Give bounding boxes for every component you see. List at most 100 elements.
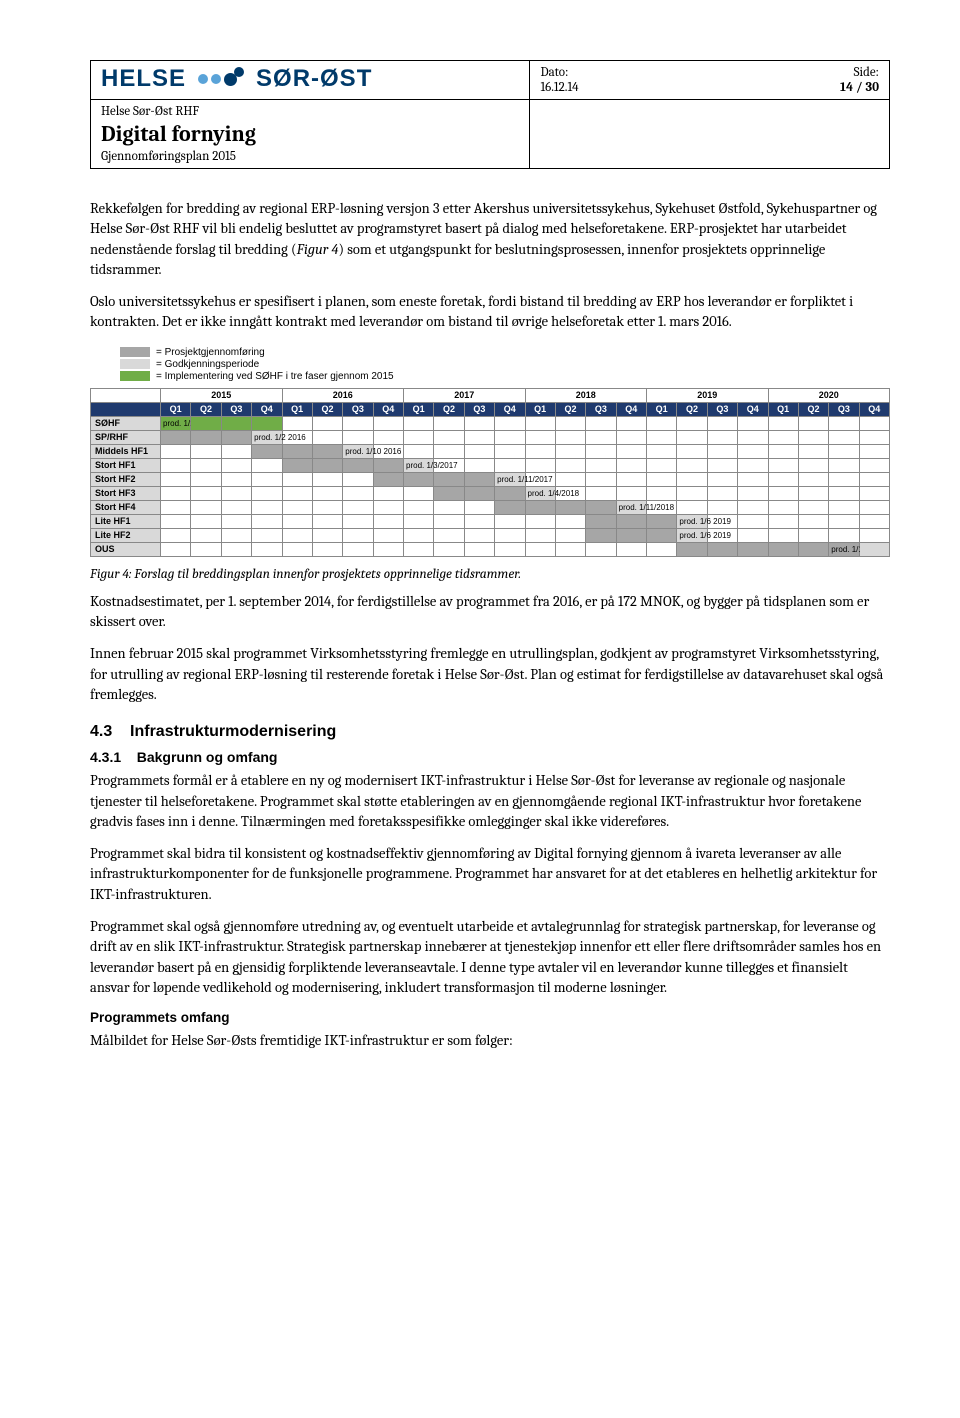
gantt-row-label: Stort HF3 (91, 486, 161, 500)
legend-label: = Implementering ved SØHF i tre faser gj… (156, 371, 394, 382)
gantt-table: 201520162017201820192020Q1Q2Q3Q4Q1Q2Q3Q4… (90, 388, 890, 557)
gantt-cell (738, 542, 768, 556)
dot-icon (211, 74, 221, 84)
gantt-quarter-header: Q3 (829, 402, 859, 416)
gantt-cell (373, 444, 403, 458)
gantt-cell (221, 458, 251, 472)
gantt-cell (738, 486, 768, 500)
gantt-cell (191, 444, 221, 458)
gantt-row: OUSprod. 1/10 2020 (91, 542, 890, 556)
gantt-cell (677, 500, 707, 514)
gantt-cell (282, 472, 312, 486)
org-cell: Helse Sør-Øst RHF Digital fornying Gjenn… (91, 100, 530, 169)
gantt-cell (525, 500, 555, 514)
figure-caption: Figur 4: Forslag til breddingsplan innen… (90, 567, 890, 582)
gantt-cell (161, 500, 191, 514)
gantt-cell (647, 472, 677, 486)
h3-num: 4.3.1 (90, 749, 121, 765)
gantt-cell (434, 416, 464, 430)
gantt-cell (586, 430, 616, 444)
gantt-cell (161, 472, 191, 486)
gantt-year-header: 2017 (404, 388, 526, 402)
gantt-cell (161, 542, 191, 556)
gantt-cell (252, 514, 282, 528)
gantt-cell (161, 514, 191, 528)
gantt-cell: prod. 1/3/2017 (404, 458, 434, 472)
gantt-quarter-header: Q3 (221, 402, 251, 416)
empty-cell (530, 100, 890, 169)
gantt-row-label: SØHF (91, 416, 161, 430)
gantt-cell (798, 458, 828, 472)
gantt-row-label: Lite HF2 (91, 528, 161, 542)
gantt-cell (495, 444, 525, 458)
gantt-cell (404, 542, 434, 556)
gantt-cell (282, 542, 312, 556)
gantt-cell (464, 430, 494, 444)
gantt-cell (555, 514, 585, 528)
doc-title: Digital fornying (101, 121, 519, 147)
gantt-cell (586, 444, 616, 458)
figure-4: = Prosjektgjennomføring= Godkjenningsper… (90, 347, 890, 557)
gantt-cell (707, 486, 737, 500)
org-name: Helse Sør-Øst RHF (101, 104, 519, 119)
gantt-cell (798, 486, 828, 500)
gantt-cell (829, 416, 859, 430)
gantt-cell (707, 472, 737, 486)
gantt-cell (312, 472, 342, 486)
gantt-cell (191, 472, 221, 486)
gantt-cell (859, 500, 889, 514)
gantt-cell (525, 514, 555, 528)
gantt-cell (343, 430, 373, 444)
gantt-quarter-header: Q4 (859, 402, 889, 416)
gantt-cell (312, 528, 342, 542)
gantt-cell (434, 500, 464, 514)
gantt-cell (555, 500, 585, 514)
gantt-cell (312, 500, 342, 514)
gantt-cell (221, 514, 251, 528)
gantt-quarter-header: Q2 (798, 402, 828, 416)
gantt-cell (859, 444, 889, 458)
gantt-cell (555, 528, 585, 542)
gantt-cell (434, 486, 464, 500)
gantt-cell (829, 444, 859, 458)
gantt-cell (707, 458, 737, 472)
gantt-cell (768, 486, 798, 500)
gantt-cell: prod. 1/4/2018 (525, 486, 555, 500)
gantt-cell (738, 500, 768, 514)
gantt-cell (707, 528, 737, 542)
gantt-quarter-header: Q2 (434, 402, 464, 416)
gantt-cell (555, 486, 585, 500)
gantt-cell (586, 416, 616, 430)
gantt-cell (312, 486, 342, 500)
gantt-cell (252, 542, 282, 556)
gantt-cell (221, 430, 251, 444)
paragraph-3: Kostnadsestimatet, per 1. september 2014… (90, 592, 890, 633)
gantt-cell (555, 542, 585, 556)
gantt-cell (495, 514, 525, 528)
gantt-cell (464, 416, 494, 430)
gantt-cell (282, 458, 312, 472)
gantt-cell (798, 542, 828, 556)
paragraph-8: Målbildet for Helse Sør-Østs fremtidige … (90, 1031, 890, 1051)
gantt-cell (252, 444, 282, 458)
gantt-row: Lite HF1prod. 1/6 2019 (91, 514, 890, 528)
header-table: HELSE SØR-ØST Dato: Side: 16.12.14 (90, 60, 890, 169)
gantt-cell (707, 514, 737, 528)
gantt-cell (859, 416, 889, 430)
page-label: Side: (854, 65, 879, 80)
gantt-cell: prod. 1/11/2018 (616, 500, 646, 514)
gantt-cell (373, 528, 403, 542)
h2-title: Infrastrukturmodernisering (130, 723, 336, 740)
section-4-3-heading: 4.3 Infrastrukturmodernisering (90, 723, 890, 741)
section-4-3-1-heading: 4.3.1 Bakgrunn og omfang (90, 749, 890, 765)
gantt-cell (495, 416, 525, 430)
gantt-cell (161, 430, 191, 444)
gantt-cell (647, 514, 677, 528)
gantt-cell (495, 458, 525, 472)
gantt-cell: prod. 1/10 2020 (829, 542, 859, 556)
gantt-cell (282, 528, 312, 542)
gantt-cell (343, 514, 373, 528)
gantt-cell (859, 458, 889, 472)
gantt-cell (464, 542, 494, 556)
gantt-row: Stort HF4prod. 1/11/2018 (91, 500, 890, 514)
